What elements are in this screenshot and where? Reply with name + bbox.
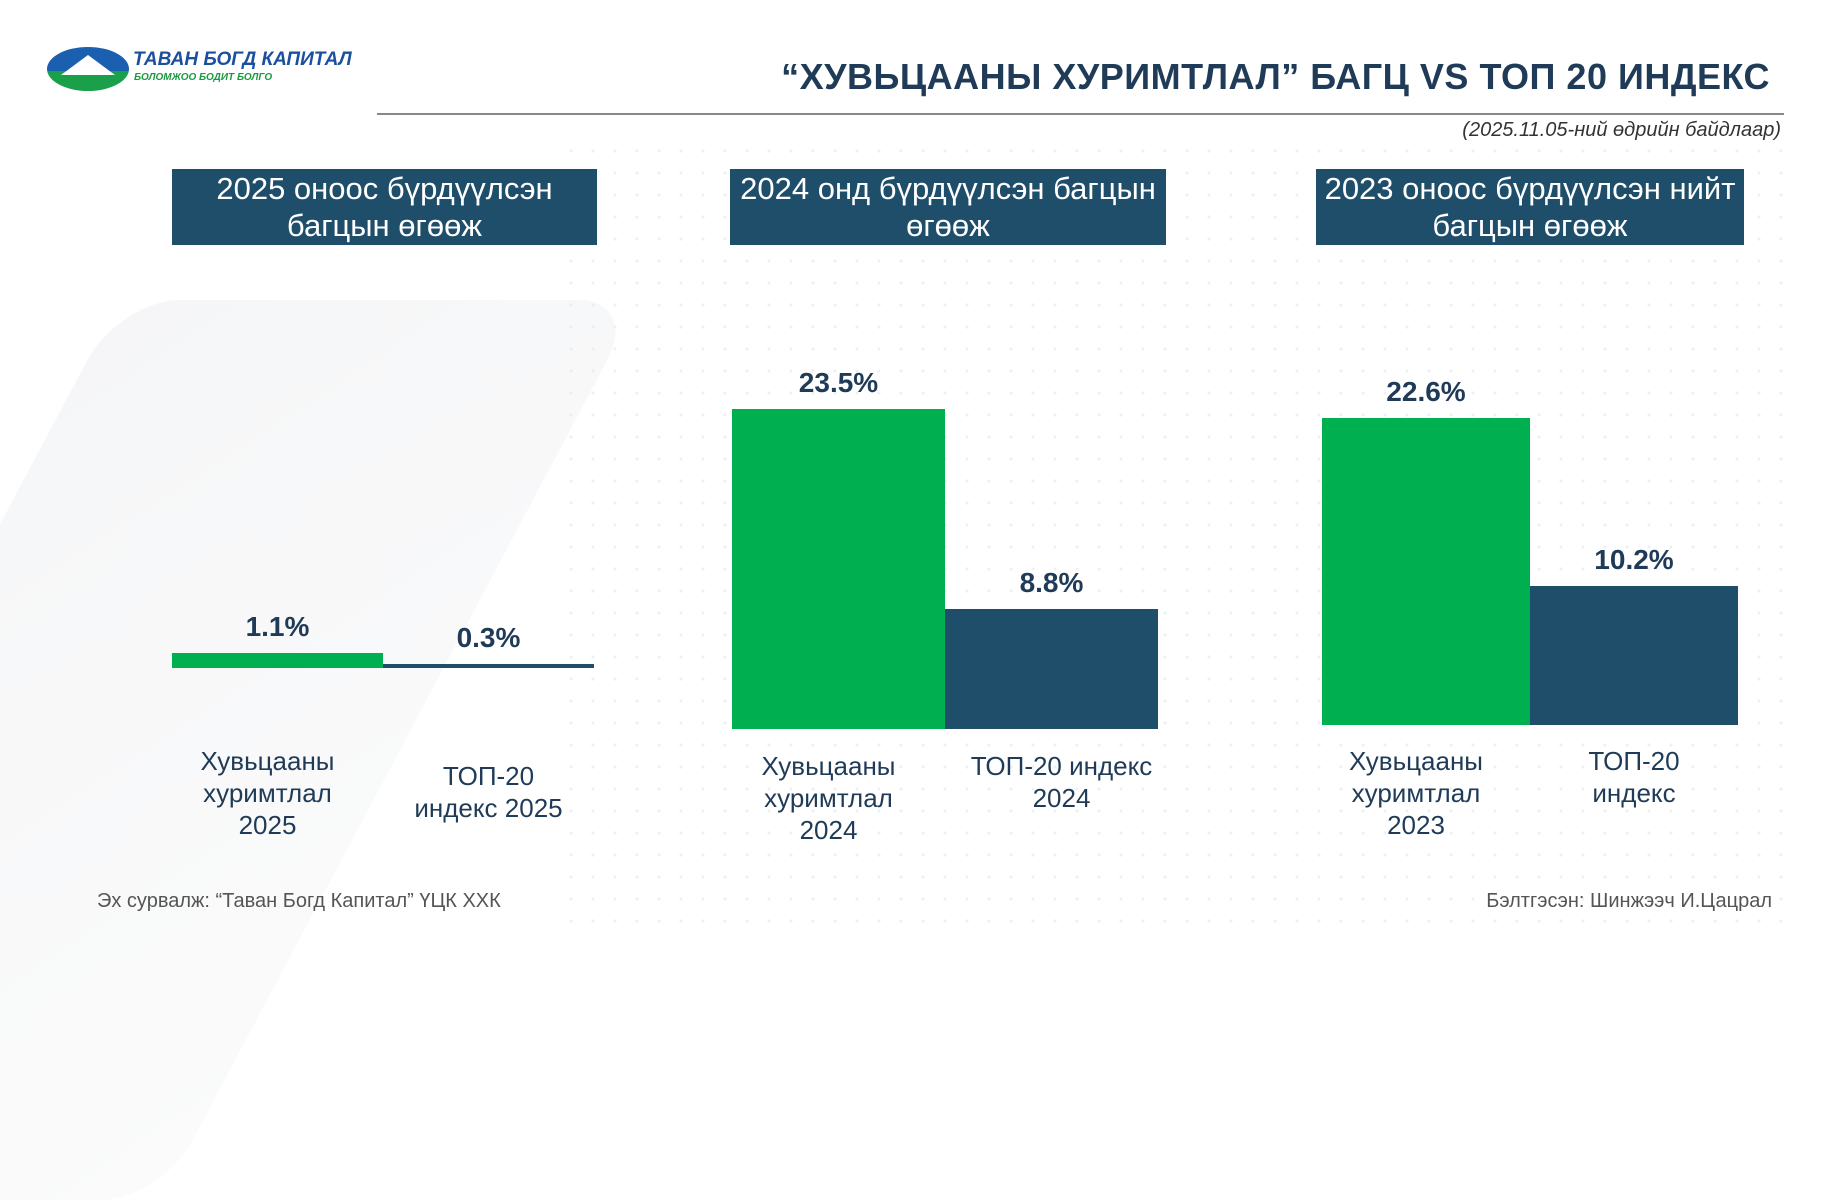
- bar-top20-1: [945, 609, 1158, 729]
- bar-portfolio-1: [732, 409, 945, 729]
- page-title: “ХУВЬЦААНЫ ХУРИМТЛАЛ” БАГЦ VS ТОП 20 ИНД…: [781, 56, 1770, 97]
- category-label: Хувьцааны хуримтлал 2025: [200, 746, 335, 840]
- prepared-by: Бэлтгэсэн: Шинжээч И.Цацрал: [1486, 890, 1772, 912]
- chart-title-2024: 2024 онд бүрдүүлсэн багцын өгөөж: [730, 169, 1166, 245]
- value-label: 1.1%: [245, 611, 310, 643]
- bar-top20-0: [383, 663, 594, 668]
- chart-title-2023: 2023 оноос бүрдүүлсэн нийт багцын өгөөж: [1316, 169, 1744, 245]
- bar-portfolio-2: [1322, 417, 1530, 725]
- bar-portfolio-0: [172, 653, 383, 668]
- value-label: 22.6%: [1386, 375, 1466, 407]
- category-label: Хувьцааны хуримтлал 2024: [761, 751, 896, 845]
- company-logo: ТАВАН БОГД КАПИТАЛ БОЛОМЖОО БОДИТ БОЛГО: [47, 47, 352, 93]
- title-divider: [377, 113, 1784, 115]
- date-note: (2025.11.05-ний өдрийн байдлаар): [1462, 119, 1781, 141]
- bar-top20-2: [1530, 586, 1738, 725]
- category-label: ТОП-20 индекс 2025: [414, 761, 563, 823]
- logo-name: ТАВАН БОГД КАПИТАЛ: [133, 49, 352, 70]
- value-label: 10.2%: [1594, 544, 1674, 576]
- logo-tagline: БОЛОМЖОО БОДИТ БОЛГО: [134, 72, 273, 83]
- source-note: Эх сурвалж: “Таван Богд Капитал” ҮЦК ХХК: [97, 890, 501, 912]
- chart-title-2025: 2025 оноос бүрдүүлсэн багцын өгөөж: [172, 169, 597, 245]
- category-label: ТОП-20 индекс: [1588, 746, 1680, 808]
- category-label: ТОП-20 индекс 2024: [970, 751, 1153, 813]
- value-label: 8.8%: [1019, 567, 1084, 599]
- value-label: 0.3%: [456, 621, 521, 653]
- category-label: Хувьцааны хуримтлал 2023: [1349, 746, 1483, 840]
- mountain-logo-icon: [47, 47, 129, 91]
- value-label: 23.5%: [798, 367, 879, 399]
